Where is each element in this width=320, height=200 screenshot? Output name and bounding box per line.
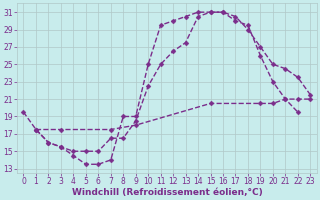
X-axis label: Windchill (Refroidissement éolien,°C): Windchill (Refroidissement éolien,°C) [72,188,262,197]
